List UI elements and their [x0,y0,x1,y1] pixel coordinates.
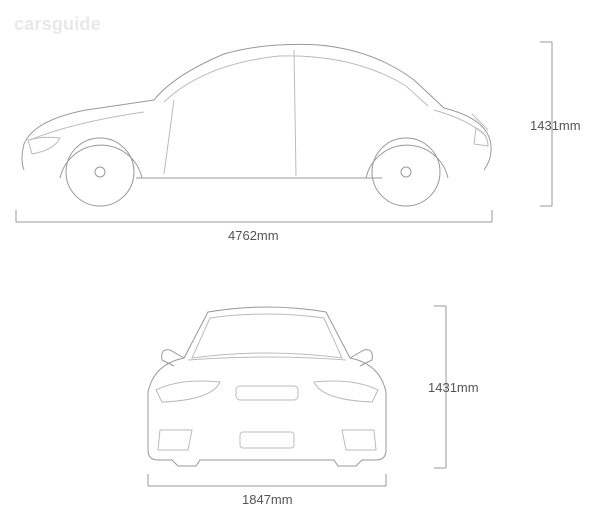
front-width-label: 1847mm [242,492,293,507]
car-side-outline [14,40,494,210]
side-height-label: 1431mm [530,118,581,133]
car-front-outline [140,300,394,480]
watermark: carsguide [14,14,101,35]
side-length-label: 4762mm [228,228,279,243]
front-height-label: 1431mm [428,380,479,395]
